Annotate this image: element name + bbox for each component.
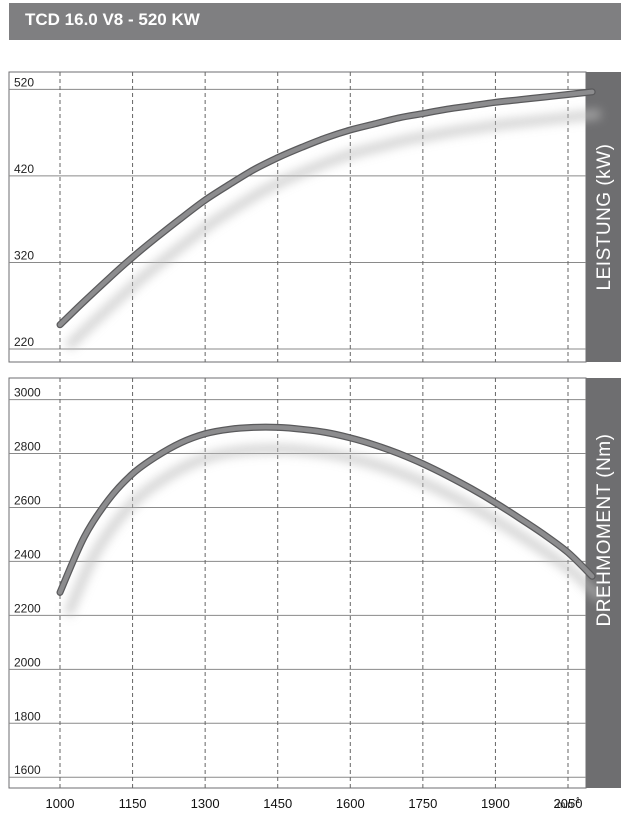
torque-y-tick-label: 2200 xyxy=(14,601,41,615)
torque-axis-label: DREHMOMENT (Nm) xyxy=(594,434,615,627)
x-tick-label: 1450 xyxy=(263,796,292,811)
x-axis-unit-base: min xyxy=(557,800,573,811)
x-tick-label: 1000 xyxy=(46,796,75,811)
torque-y-tick-label: 2000 xyxy=(14,655,41,669)
torque-curve-group xyxy=(56,423,604,617)
x-tick-label: 1750 xyxy=(408,796,437,811)
power-y-tick-label: 220 xyxy=(14,335,34,349)
torque-y-tick-label: 1800 xyxy=(14,709,41,723)
torque-y-tick-label: 2400 xyxy=(14,547,41,561)
x-axis-ticks: 1000 1150 1300 1450 1600 1750 1900 2050 xyxy=(46,796,583,811)
power-axis-label: LEISTUNG (kW) xyxy=(594,144,615,291)
x-axis-unit-exponent: -1 xyxy=(573,796,581,805)
torque-side-panel xyxy=(586,378,621,788)
torque-y-tick-label: 2800 xyxy=(14,440,41,454)
torque-y-tick-label: 3000 xyxy=(14,386,41,400)
torque-y-ticks: 3000 2800 2600 2400 2200 2000 1800 1600 xyxy=(14,386,41,778)
power-y-tick-label: 520 xyxy=(14,75,34,89)
x-tick-label: 1600 xyxy=(336,796,365,811)
power-chart: 520 420 320 220 LEISTUNG (kW) xyxy=(8,71,621,363)
torque-y-tick-label: 1600 xyxy=(14,763,41,777)
torque-curve-line xyxy=(57,424,595,595)
x-tick-label: 1150 xyxy=(119,796,147,811)
power-side-panel xyxy=(586,72,621,362)
x-axis-unit: min-1 xyxy=(557,796,581,811)
power-y-ticks: 520 420 320 220 xyxy=(14,75,34,349)
chart-title: TCD 16.0 V8 - 520 KW xyxy=(9,3,621,40)
power-y-tick-label: 320 xyxy=(14,248,34,262)
torque-curve-shadow xyxy=(63,444,604,617)
torque-chart: 3000 2800 2600 2400 2200 2000 1800 1600 DREHMOM… xyxy=(8,377,621,789)
torque-y-tick-label: 2600 xyxy=(14,493,41,507)
x-tick-label: 1900 xyxy=(481,796,510,811)
torque-plot-area xyxy=(8,377,587,789)
x-tick-label: 2050 xyxy=(554,796,583,811)
power-curve-line xyxy=(57,89,595,328)
x-tick-label: 1300 xyxy=(191,796,220,811)
power-y-tick-label: 420 xyxy=(14,162,34,176)
power-curve-shadow xyxy=(64,109,601,351)
power-curve-group xyxy=(56,88,601,351)
